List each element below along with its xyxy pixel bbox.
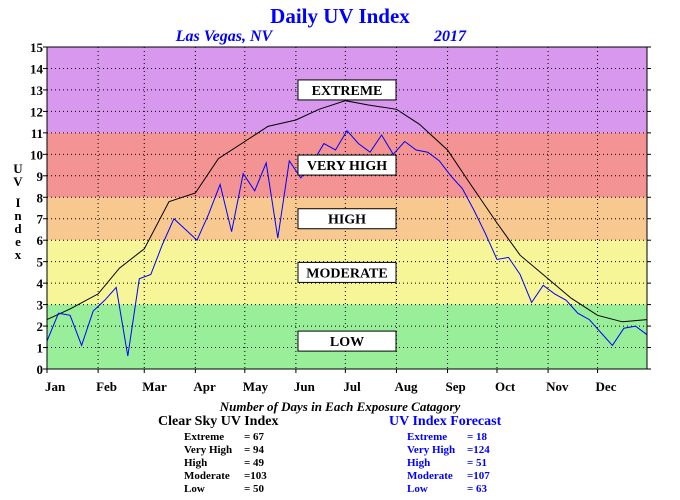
band-labels: LOW MODERATE HIGH VERY HIGH EXTREME: [297, 79, 397, 352]
x-tick-label: Mar: [142, 379, 167, 394]
forecast-label: Very High: [407, 444, 456, 456]
clear-sky-value: = 49: [244, 457, 265, 469]
y-tick-label: 15: [30, 40, 44, 55]
clear-sky-row-very-high: Very High = 94: [184, 444, 278, 457]
grid: [47, 47, 647, 369]
clear-sky-row-extreme: Extreme = 67: [184, 431, 278, 444]
forecast-value: = 63: [467, 483, 488, 495]
y-axis-label-I: I: [15, 195, 20, 210]
clear-sky-value: = 67: [244, 431, 265, 443]
y-tick-label: 11: [31, 126, 43, 141]
series-line-clear-sky: [46, 100, 648, 323]
x-tick-label: Oct: [495, 379, 516, 394]
band-label-very-high: VERY HIGH: [307, 159, 387, 174]
clear-sky-label: Low: [184, 483, 205, 495]
forecast-row-moderate: Moderate =107: [407, 470, 501, 483]
forecast-heading: UV Index Forecast: [389, 414, 502, 429]
y-tick-label: 14: [30, 61, 44, 76]
forecast-label: Extreme: [407, 431, 448, 443]
chart-location: Las Vegas, NV: [175, 28, 274, 45]
y-axis-label-U: U: [13, 161, 23, 176]
x-tick-label: Jun: [294, 379, 316, 394]
y-tick-label: 13: [30, 83, 44, 98]
y-tick-label: 5: [37, 255, 44, 270]
x-tick-label: Jan: [45, 379, 66, 394]
y-tick-label: 6: [37, 233, 44, 248]
forecast-row-extreme: Extreme = 18: [407, 431, 501, 444]
y-tick-label: 9: [37, 169, 44, 184]
chart-year: 2017: [433, 28, 467, 45]
clear-sky-label: Moderate: [184, 470, 230, 482]
band-label-high: HIGH: [328, 213, 366, 228]
y-axis-label-V: V: [13, 174, 23, 189]
clear-sky-value: =103: [244, 470, 267, 482]
forecast-row-high: High = 51: [407, 457, 501, 470]
y-tick-label: 8: [37, 190, 44, 205]
y-tick-label: 2: [37, 319, 44, 334]
plot-frame: [46, 46, 648, 370]
band-label-box-extreme: [297, 79, 397, 101]
forecast-label: High: [407, 457, 431, 469]
forecast-row-very-high: Very High =124: [407, 444, 501, 457]
y-tick-label: 12: [30, 104, 43, 119]
x-tick-label: Apr: [193, 379, 216, 394]
clear-sky-label: High: [184, 457, 208, 469]
chart-title: Daily UV Index: [270, 4, 410, 28]
y-axis-label-x: x: [15, 247, 22, 262]
clear-sky-row-moderate: Moderate =103: [184, 470, 278, 483]
y-tick-label: 4: [37, 276, 44, 291]
band-label-box-moderate: [297, 261, 397, 283]
band-label-box-very-high: [297, 154, 397, 176]
series-line-forecast: [46, 129, 648, 357]
band-label-box-high: [297, 208, 397, 230]
band-label-box-low: [297, 330, 397, 352]
clear-sky-value: = 94: [244, 444, 265, 456]
y-tick-label: 7: [37, 212, 44, 227]
y-axis-label-n: n: [14, 208, 22, 223]
x-tick-label: Feb: [96, 379, 117, 394]
x-tick-label: Dec: [596, 379, 617, 394]
clear-sky-label: Very High: [184, 444, 233, 456]
y-tick-label: 1: [37, 341, 44, 356]
footer-caption: Number of Days in Each Exposure Catagory: [219, 399, 461, 414]
forecast-label: Moderate: [407, 470, 453, 482]
y-tick-label: 3: [37, 298, 44, 313]
clear-sky-row-low: Low = 50: [184, 483, 278, 496]
y-axis-label-d: d: [14, 221, 22, 236]
x-tick-label: Jul: [343, 379, 361, 394]
series-lines: [46, 100, 648, 357]
x-tick-label: Nov: [546, 379, 569, 394]
x-tick-label: Sep: [446, 379, 466, 394]
clear-sky-label: Extreme: [184, 431, 225, 443]
forecast-value: =124: [467, 444, 490, 456]
y-tick-label: 10: [30, 147, 43, 162]
forecast-stats: UV Index Forecast Extreme = 18 Very High =…: [389, 414, 501, 496]
band-label-extreme: EXTREME: [312, 84, 383, 99]
clear-sky-stats: Clear Sky UV Index Extreme = 67 Very High…: [158, 414, 278, 496]
forecast-label: Low: [407, 483, 428, 495]
forecast-value: = 51: [467, 457, 488, 469]
band-label-low: LOW: [330, 335, 364, 350]
x-tick-label: Aug: [394, 379, 418, 394]
band-label-moderate: MODERATE: [306, 266, 387, 281]
clear-sky-value: = 50: [244, 483, 265, 495]
x-tick-label: May: [243, 379, 269, 394]
forecast-value: = 18: [467, 431, 488, 443]
clear-sky-row-high: High = 49: [184, 457, 278, 470]
forecast-row-low: Low = 63: [407, 483, 501, 496]
forecast-value: =107: [467, 470, 490, 482]
clear-sky-heading: Clear Sky UV Index: [158, 414, 279, 429]
y-axis-label-e: e: [15, 234, 21, 249]
y-tick-label: 0: [37, 362, 44, 377]
